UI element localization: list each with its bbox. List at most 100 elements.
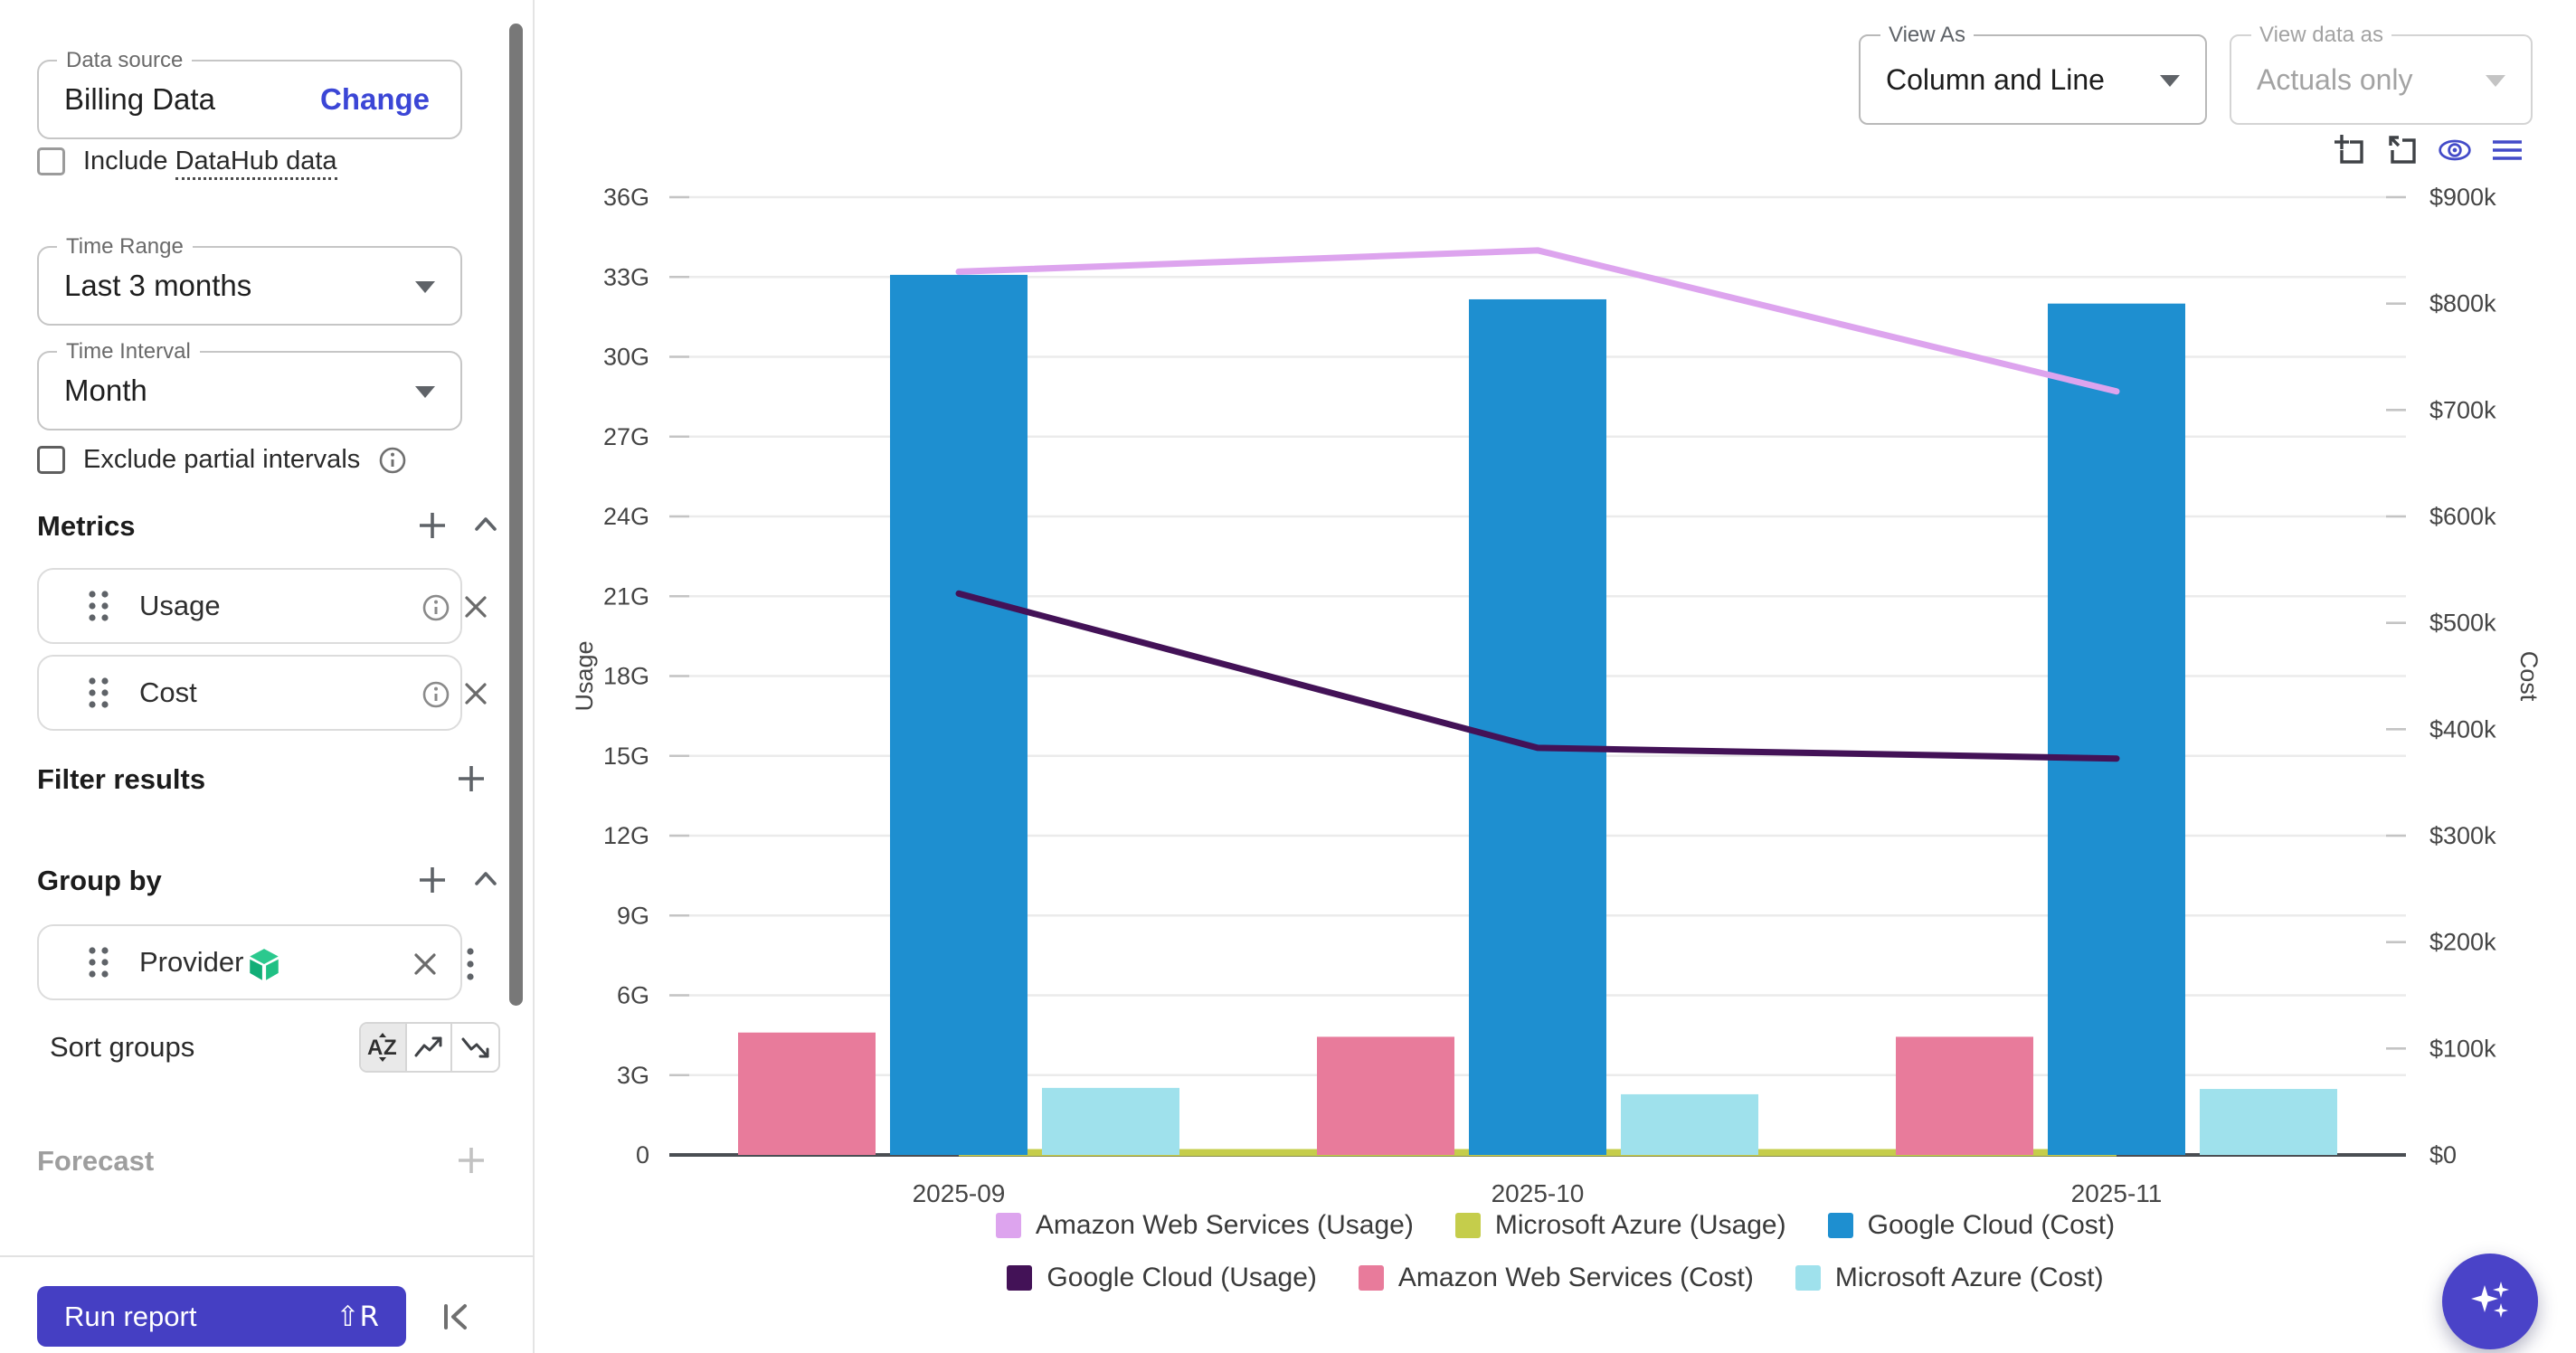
cube-icon xyxy=(250,949,279,980)
legend-swatch xyxy=(1358,1265,1384,1291)
usage-tick-label: 24G xyxy=(603,503,649,530)
exclude-partial-row: Exclude partial intervals xyxy=(37,445,407,475)
zoom-select-button[interactable] xyxy=(2332,132,2368,168)
time-range-field[interactable]: Time Range Last 3 months xyxy=(37,234,462,326)
legend-item-amazon-web-services-usage[interactable]: Amazon Web Services (Usage) xyxy=(995,1210,1414,1241)
forecast-header: Forecast xyxy=(37,1141,484,1181)
bar-google-cloud-cost-2025-10[interactable] xyxy=(1469,298,1606,1155)
datahub-data-link[interactable]: DataHub data xyxy=(175,147,337,180)
crop-reset-icon xyxy=(2389,136,2416,164)
view-data-as-label: View data as xyxy=(2251,23,2391,48)
bar-google-cloud-cost-2025-11[interactable] xyxy=(2048,303,2185,1155)
chart-menu-button[interactable] xyxy=(2489,132,2525,168)
close-icon[interactable] xyxy=(462,680,489,707)
legend-item-microsoft-azure-usage[interactable]: Microsoft Azure (Usage) xyxy=(1454,1210,1786,1241)
run-report-button[interactable]: Run report ⇧R xyxy=(37,1286,406,1347)
add-filter-button[interactable] xyxy=(456,763,487,794)
info-icon[interactable] xyxy=(378,446,407,475)
collapse-group-by-chevron-up-icon[interactable] xyxy=(473,868,498,890)
bar-microsoft-azure-cost-2025-10[interactable] xyxy=(1621,1093,1758,1155)
metric-cost-label: Cost xyxy=(139,676,197,708)
ai-assistant-button[interactable] xyxy=(2442,1254,2538,1349)
view-as-dropdown[interactable]: View As Column and Line xyxy=(1859,23,2207,125)
bar-microsoft-azure-cost-2025-09[interactable] xyxy=(1042,1087,1179,1155)
add-metric-button[interactable] xyxy=(417,510,448,541)
view-data-as-value: Actuals only xyxy=(2257,62,2413,96)
add-group-by-button[interactable] xyxy=(417,865,448,895)
metrics-title: Metrics xyxy=(37,510,136,542)
sort-ascending-button[interactable] xyxy=(407,1024,453,1071)
bar-amazon-web-services-cost-2025-11[interactable] xyxy=(1896,1036,2033,1155)
chart-toolbar xyxy=(2332,132,2525,168)
usage-tick-label: 33G xyxy=(603,263,649,290)
drag-handle-icon[interactable] xyxy=(86,944,111,980)
kebab-icon[interactable] xyxy=(464,946,477,982)
legend-label: Amazon Web Services (Usage) xyxy=(1035,1210,1414,1240)
run-report-label: Run report xyxy=(64,1300,197,1332)
metric-item-usage[interactable]: Usage xyxy=(37,568,487,644)
legend-item-google-cloud-cost[interactable]: Google Cloud (Cost) xyxy=(1827,1210,2115,1241)
view-data-as-dropdown[interactable]: View data as Actuals only xyxy=(2230,23,2533,125)
usage-tick-label: 30G xyxy=(603,344,649,371)
x-axis-label-2025-11: 2025-11 xyxy=(2071,1179,2163,1207)
forecast-title: Forecast xyxy=(37,1145,155,1177)
legend-label: Microsoft Azure (Usage) xyxy=(1494,1210,1786,1240)
sort-az-icon: A Z xyxy=(367,1033,397,1062)
metrics-header: Metrics xyxy=(37,506,497,546)
info-icon[interactable] xyxy=(421,593,450,622)
drag-handle-icon[interactable] xyxy=(86,675,111,711)
cost-tick-label: $600k xyxy=(2429,503,2496,530)
usage-axis-title: Usage xyxy=(571,640,598,711)
include-datahub-label: Include DataHub data xyxy=(83,147,337,180)
time-range-label: Time Range xyxy=(57,234,193,260)
legend-row: Google Cloud (Usage) Amazon Web Services … xyxy=(1007,1263,2104,1293)
sort-groups-label: Sort groups xyxy=(50,1031,195,1063)
collapse-metrics-chevron-up-icon[interactable] xyxy=(473,514,498,535)
usage-tick-label: 36G xyxy=(603,184,649,211)
toggle-visibility-button[interactable] xyxy=(2437,132,2473,168)
time-interval-value: Month xyxy=(64,374,147,407)
chevron-down-icon xyxy=(2486,75,2505,87)
bar-amazon-web-services-cost-2025-09[interactable] xyxy=(738,1032,876,1155)
report-config-sidebar: Data source Billing Data Change Include … xyxy=(0,0,535,1353)
close-icon[interactable] xyxy=(412,951,439,978)
bar-amazon-web-services-cost-2025-10[interactable] xyxy=(1317,1036,1454,1155)
time-interval-field[interactable]: Time Interval Month xyxy=(37,339,462,430)
sort-az-button[interactable]: A Z xyxy=(361,1024,407,1071)
close-icon[interactable] xyxy=(462,593,489,620)
line-amazon-web-services-usage[interactable] xyxy=(955,247,2120,395)
cost-tick-label: $700k xyxy=(2429,396,2496,423)
view-as-value: Column and Line xyxy=(1886,62,2105,96)
legend-item-microsoft-azure-cost[interactable]: Microsoft Azure (Cost) xyxy=(1795,1263,2104,1293)
legend-item-google-cloud-usage[interactable]: Google Cloud (Usage) xyxy=(1007,1263,1317,1293)
x-axis-label-2025-10: 2025-10 xyxy=(1492,1179,1585,1207)
exclude-partial-checkbox[interactable] xyxy=(37,446,65,474)
usage-tick-label: 9G xyxy=(617,902,649,929)
include-datahub-checkbox[interactable] xyxy=(37,147,65,175)
sort-descending-button[interactable] xyxy=(452,1024,498,1071)
change-data-source-link[interactable]: Change xyxy=(319,82,430,116)
trend-down-icon xyxy=(461,1037,489,1058)
drag-handle-icon[interactable] xyxy=(86,588,111,624)
cost-axis-title: Cost xyxy=(2515,651,2543,702)
collapse-sidebar-button[interactable] xyxy=(438,1299,474,1335)
legend-label: Microsoft Azure (Cost) xyxy=(1834,1263,2104,1292)
data-source-field[interactable]: Data source Billing Data Change xyxy=(37,48,462,139)
group-by-item-provider[interactable]: Provider xyxy=(37,924,474,1000)
usage-tick-label: 15G xyxy=(603,743,649,770)
time-range-value: Last 3 months xyxy=(64,269,252,302)
info-icon[interactable] xyxy=(421,680,450,709)
reset-zoom-button[interactable] xyxy=(2384,132,2420,168)
column-line-chart[interactable]: 0 3G 6G 9G 12G 15G 18G 21G 24G 27G 30G 33G 36G $0 $100… xyxy=(535,72,2576,1210)
data-source-value: Billing Data xyxy=(64,82,215,116)
bar-microsoft-azure-cost-2025-11[interactable] xyxy=(2200,1089,2337,1155)
cost-tick-label: $200k xyxy=(2429,929,2496,956)
legend-item-amazon-web-services-cost[interactable]: Amazon Web Services (Cost) xyxy=(1358,1263,1754,1293)
line-google-cloud-usage[interactable] xyxy=(955,590,2120,762)
metric-item-cost[interactable]: Cost xyxy=(37,655,487,731)
bar-google-cloud-cost-2025-09[interactable] xyxy=(890,274,1028,1155)
sidebar-scrollbar[interactable] xyxy=(509,24,523,1006)
cost-tick-label: $800k xyxy=(2429,290,2496,317)
eye-icon xyxy=(2439,139,2471,161)
add-forecast-button[interactable] xyxy=(456,1145,487,1176)
